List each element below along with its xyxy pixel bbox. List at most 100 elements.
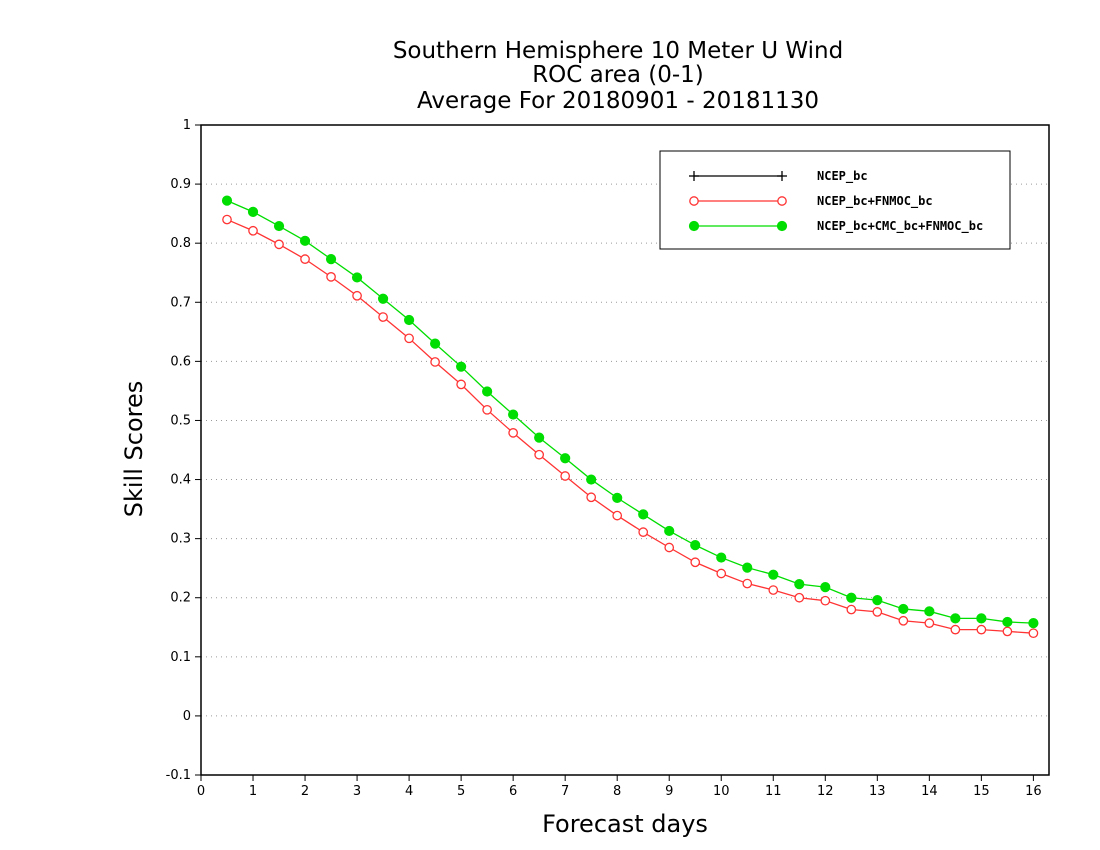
x-tick-label: 14 <box>921 784 938 799</box>
data-point <box>1028 628 1039 639</box>
data-point <box>534 432 545 443</box>
data-point <box>456 361 467 372</box>
series-line <box>226 218 1034 634</box>
data-point <box>976 624 987 635</box>
data-point <box>248 225 258 236</box>
x-tick-label: 7 <box>561 784 569 799</box>
y-tick-label: 0.6 <box>170 354 191 369</box>
x-tick-label: 3 <box>353 784 361 799</box>
x-tick-label: 15 <box>973 784 990 799</box>
data-point <box>716 552 727 563</box>
data-point <box>768 585 779 595</box>
data-point <box>950 613 961 624</box>
plot-frame <box>200 124 1050 776</box>
y-tick-label: 0.4 <box>170 473 191 488</box>
legend-marker <box>777 196 787 206</box>
legend-entry: NCEP_bc+CMC_bc+FNMOC_bc <box>688 219 983 234</box>
x-tick-label: 13 <box>869 784 886 799</box>
data-point <box>612 492 623 503</box>
chart-title: Southern Hemisphere 10 Meter U Wind ROC … <box>393 38 843 114</box>
legend-label: NCEP_bc+CMC_bc+FNMOC_bc <box>817 219 983 234</box>
data-point <box>872 607 883 617</box>
x-tick-label: 16 <box>1025 784 1042 799</box>
data-point <box>690 557 701 568</box>
data-point <box>274 239 284 250</box>
data-point <box>403 314 415 326</box>
chart-title-line-3: Average For 20180901 - 20181130 <box>417 88 819 114</box>
y-tick-label: 0.2 <box>170 591 191 606</box>
x-tick-label: 9 <box>665 784 673 799</box>
data-point <box>950 624 961 635</box>
data-point <box>898 603 909 615</box>
data-point <box>872 594 883 606</box>
data-point <box>560 453 571 464</box>
data-point <box>690 540 701 551</box>
x-tick-label: 2 <box>301 784 309 799</box>
data-point <box>430 357 440 367</box>
data-point <box>1002 616 1013 628</box>
data-point <box>326 272 336 282</box>
y-tick-label: 0 <box>183 709 191 724</box>
y-tick-label: 0.9 <box>170 177 191 192</box>
data-point <box>325 254 337 265</box>
x-tick-label: 6 <box>509 784 517 799</box>
legend-label: NCEP_bc+FNMOC_bc <box>817 194 933 209</box>
data-point <box>351 272 363 283</box>
data-point <box>508 409 519 420</box>
series-2 <box>221 195 1039 629</box>
x-tick-label: 5 <box>457 784 465 799</box>
data-point <box>482 404 492 415</box>
chart-title-line-1: Southern Hemisphere 10 Meter U Wind <box>393 38 843 64</box>
data-point <box>300 254 310 264</box>
x-tick-label: 1 <box>249 784 257 799</box>
data-point <box>612 510 623 521</box>
data-point <box>222 214 232 225</box>
data-point <box>404 333 414 344</box>
data-point <box>716 568 727 579</box>
legend-entry: NCEP_bc <box>689 169 868 184</box>
data-point <box>638 527 649 537</box>
data-point <box>1028 618 1039 629</box>
data-point <box>742 562 753 573</box>
data-point <box>794 579 805 590</box>
y-tick-label: 0.3 <box>170 532 191 547</box>
y-tick-label: 1 <box>183 118 191 133</box>
data-point <box>898 615 909 626</box>
series-line <box>226 200 1034 624</box>
y-tick-label: 0.7 <box>170 295 191 310</box>
axes: -0.100.10.20.30.40.50.60.70.80.910 1 2 3 4 5 6… <box>166 118 1050 799</box>
x-tick-label: 12 <box>817 784 834 799</box>
legend-label: NCEP_bc <box>817 169 868 184</box>
data-point <box>247 206 259 217</box>
data-point <box>846 592 857 603</box>
legend-marker <box>689 196 699 206</box>
legend: NCEP_bc NCEP_bc+FNMOC_bc NCEP_bc+CMC_bc+FN… <box>659 150 1011 250</box>
data-point <box>299 235 311 246</box>
data-point <box>430 338 441 349</box>
data-point <box>377 293 389 304</box>
x-tick-label: 4 <box>405 784 413 799</box>
data-point <box>560 471 571 481</box>
gridlines <box>201 183 1049 717</box>
data-point <box>508 428 518 438</box>
legend-marker <box>777 171 787 181</box>
y-tick-label: 0.1 <box>170 650 191 665</box>
legend-marker <box>776 220 788 232</box>
data-point <box>456 379 466 390</box>
data-point <box>924 606 935 617</box>
data-point <box>586 474 597 485</box>
data-point <box>664 525 675 537</box>
legend-marker <box>688 220 700 232</box>
x-tick-label: 11 <box>765 784 782 799</box>
data-point <box>273 220 285 232</box>
data-point <box>221 195 233 206</box>
data-point <box>664 542 675 553</box>
data-point <box>534 449 545 460</box>
data-point <box>924 618 935 628</box>
x-tick-label: 8 <box>613 784 621 799</box>
data-point <box>794 592 805 603</box>
y-tick-label: 0.8 <box>170 236 191 251</box>
legend-box <box>659 150 1011 250</box>
data-point <box>352 290 362 301</box>
